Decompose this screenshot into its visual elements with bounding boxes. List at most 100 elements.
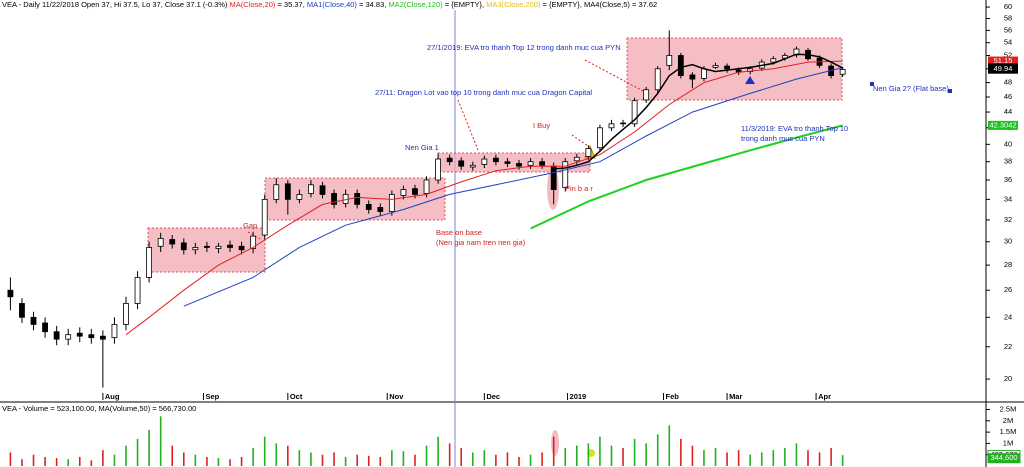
- candle-body: [215, 245, 222, 249]
- y-tick-label: 48: [1004, 78, 1012, 87]
- candle-body: [308, 184, 314, 194]
- volume-bar: [784, 447, 786, 466]
- marker: [948, 89, 952, 93]
- y-tick-label: 46: [1004, 92, 1012, 101]
- candle-body: [585, 148, 592, 157]
- candle-body: [527, 161, 534, 166]
- x-tick-label: Dec: [486, 392, 500, 401]
- volume-bar: [749, 454, 751, 466]
- volume-bar: [703, 450, 705, 466]
- volume-bar: [275, 443, 278, 466]
- volume-bar: [136, 438, 139, 466]
- volume-bar: [159, 416, 162, 466]
- candle-body: [677, 55, 684, 77]
- volume-bar: [714, 447, 717, 466]
- candle-body: [631, 100, 638, 125]
- volume-bar: [564, 447, 567, 466]
- volume-bar: [217, 458, 220, 466]
- volume-bar: [737, 450, 740, 466]
- candle-body: [180, 242, 187, 251]
- candle-body: [319, 185, 326, 195]
- candle-body: [365, 203, 372, 210]
- candle-body: [204, 245, 210, 248]
- price-label-box: [988, 56, 1018, 66]
- y-tick-label: 24: [1004, 312, 1012, 321]
- candle-body: [76, 332, 83, 337]
- moving-average-line: [183, 67, 843, 307]
- volume-bar: [633, 438, 636, 466]
- x-tick-label: Apr: [818, 392, 831, 401]
- candle-body: [30, 316, 37, 325]
- volume-bar: [552, 436, 555, 466]
- volume-bar: [298, 450, 301, 466]
- volume-bar: [830, 447, 832, 466]
- volume-header: VEA - Volume = 523,100.00, MA(Volume,50)…: [2, 404, 196, 413]
- volume-bar: [437, 436, 439, 466]
- volume-y-tick-label: 1M: [1003, 438, 1013, 447]
- candle-body: [157, 237, 164, 247]
- y-tick-label: 58: [1004, 14, 1012, 23]
- y-tick-label: 54: [1004, 38, 1012, 47]
- moving-average-line: [553, 53, 844, 170]
- volume-bar: [576, 445, 578, 466]
- volume-bar: [125, 445, 127, 466]
- header-segment: = {EMPTY},: [445, 0, 484, 9]
- candle-body: [250, 235, 257, 249]
- candle-body: [261, 198, 268, 236]
- x-tick-label: Sep: [205, 392, 219, 401]
- candle-body: [377, 207, 384, 212]
- y-tick-label: 44: [1004, 107, 1012, 116]
- volume-bar: [483, 450, 486, 466]
- candle-body: [562, 161, 569, 189]
- candle-body: [770, 58, 777, 63]
- x-tick-label: Aug: [105, 392, 120, 401]
- volume-bar: [841, 455, 844, 466]
- y-tick-label: 26: [1004, 285, 1012, 294]
- volume-bar: [691, 445, 694, 466]
- volume-bar: [344, 456, 347, 466]
- y-tick-label: 52: [1004, 50, 1012, 59]
- volume-bar: [807, 450, 809, 466]
- volume-bar: [44, 456, 46, 466]
- candle-body: [296, 194, 303, 200]
- annotation: (Nen gia nam tren nen gia): [436, 238, 526, 247]
- candle-body: [597, 127, 603, 149]
- volume-bar: [78, 456, 81, 466]
- y-tick-label: 34: [1004, 194, 1012, 203]
- volume-bar: [818, 452, 821, 466]
- candle-body: [192, 247, 199, 251]
- volume-bar: [622, 447, 624, 466]
- volume-bar: [425, 445, 428, 466]
- candle-body: [492, 157, 499, 163]
- volume-y-tick-label: 2.5M: [1000, 405, 1017, 414]
- candle-body: [19, 303, 25, 318]
- volume-bar: [402, 451, 405, 466]
- header-segment: = 37.62: [632, 0, 657, 9]
- candle-body: [7, 289, 14, 298]
- annotation: 27/1/2019: EVA tro thanh Top 12 trong da…: [427, 43, 621, 52]
- volume-bar: [760, 452, 763, 466]
- candle-body: [608, 123, 615, 129]
- header-segment: MA2(Close,120): [388, 0, 443, 9]
- price-label-box: [988, 64, 1018, 74]
- triangle-marker: [745, 76, 755, 84]
- candle-body: [839, 69, 846, 75]
- y-tick-label: 32: [1004, 215, 1012, 224]
- volume-bar: [229, 459, 231, 466]
- volume-bar: [795, 443, 798, 466]
- candle-body: [435, 158, 441, 181]
- volume-bar: [448, 443, 451, 466]
- volume-bar: [102, 450, 104, 466]
- y-tick-label: 56: [1004, 25, 1012, 34]
- x-tick-label: Oct: [290, 392, 303, 401]
- candle-body: [99, 335, 106, 340]
- volume-bar: [21, 459, 23, 466]
- candle-body: [42, 322, 48, 333]
- y-tick-label: 60: [1004, 2, 1012, 11]
- volume-bar: [333, 452, 335, 466]
- moving-average-line: [530, 124, 843, 230]
- candle-body: [550, 165, 557, 190]
- candle-body: [388, 194, 395, 212]
- volume-bar: [55, 458, 58, 466]
- volume-bar: [680, 438, 682, 466]
